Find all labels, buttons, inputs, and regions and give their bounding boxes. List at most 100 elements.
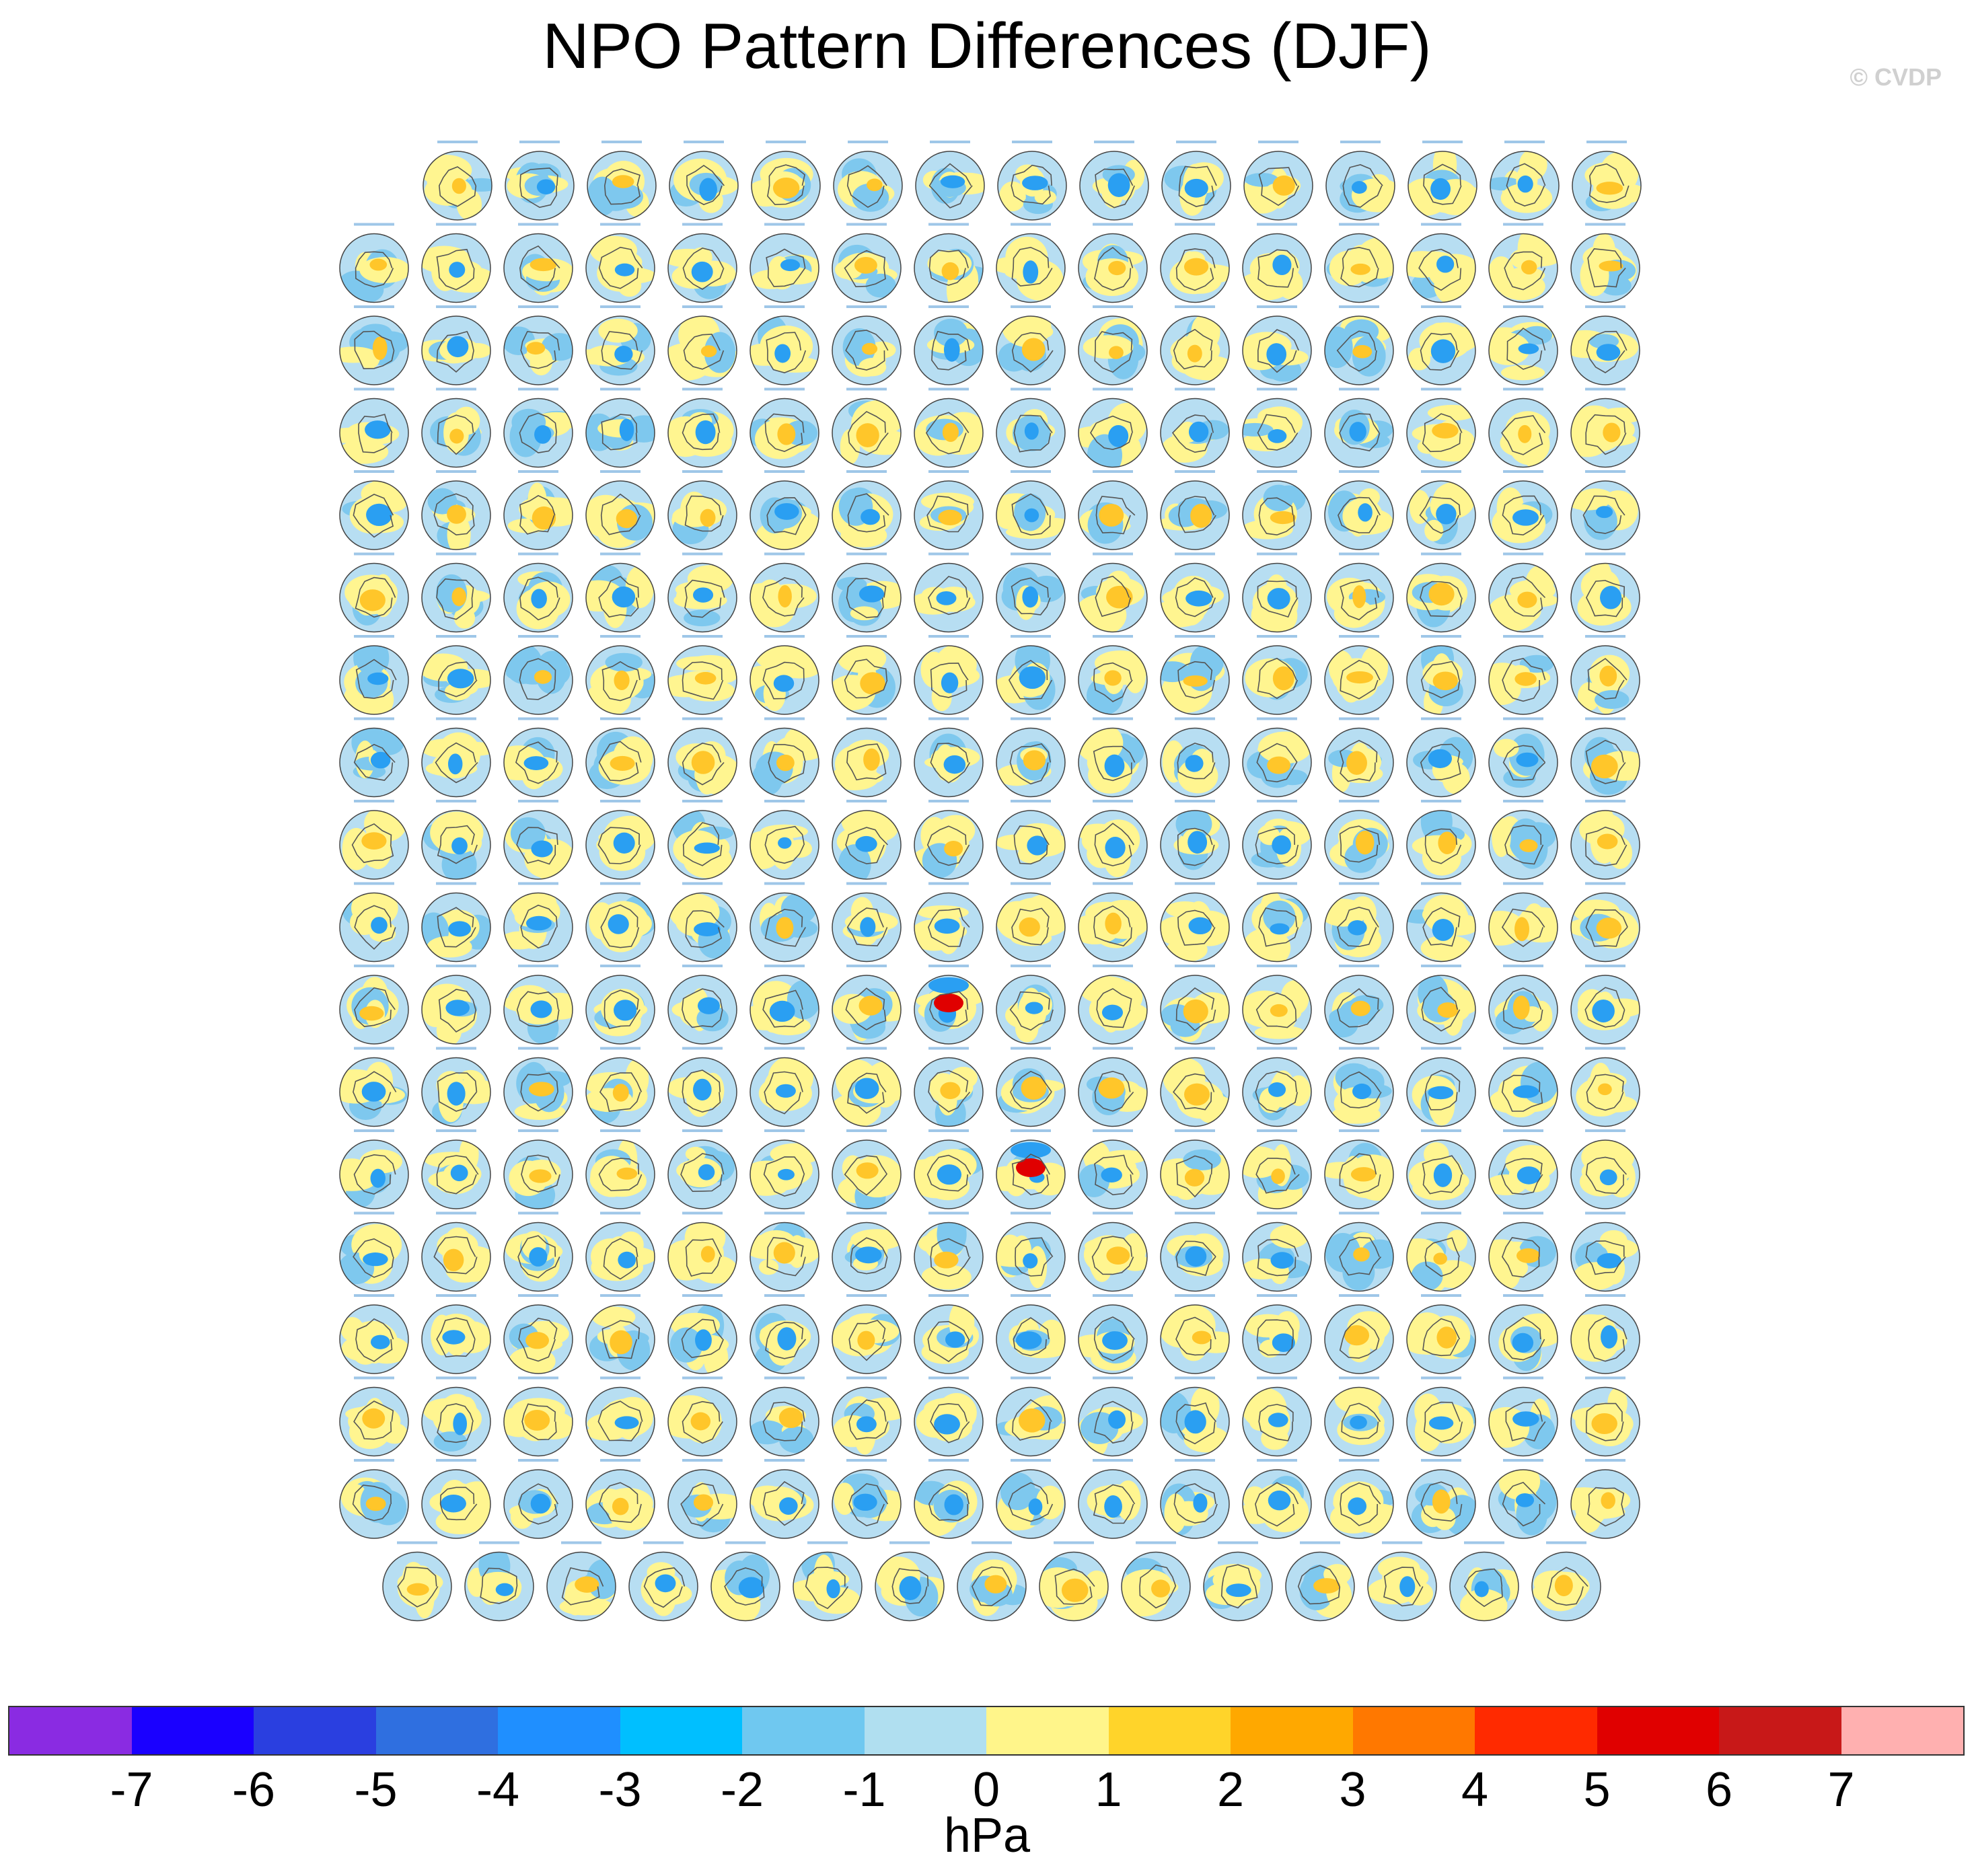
map-panel bbox=[546, 1541, 616, 1622]
map-panel bbox=[667, 552, 737, 633]
map-panel bbox=[793, 1541, 863, 1622]
map-panel bbox=[1531, 1541, 1601, 1622]
panel-subtitle bbox=[1585, 965, 1625, 967]
map-panel bbox=[1488, 387, 1558, 468]
map-panel bbox=[1406, 1129, 1476, 1209]
panel-subtitle bbox=[682, 1129, 723, 1132]
map-panel bbox=[1570, 305, 1640, 385]
map-panel bbox=[1039, 1541, 1109, 1622]
panel-subtitle bbox=[682, 305, 723, 308]
map-panel bbox=[503, 635, 573, 715]
panel-subtitle bbox=[846, 635, 887, 638]
colorbar-tick-label: 1 bbox=[1095, 1763, 1122, 1817]
panel-subtitle bbox=[436, 552, 476, 556]
chart-title: NPO Pattern Differences (DJF) bbox=[542, 10, 1432, 82]
panel-subtitle bbox=[846, 1376, 887, 1380]
panel-subtitle bbox=[1257, 1211, 1297, 1215]
panel-subtitle bbox=[682, 1047, 723, 1050]
panel-subtitle bbox=[1093, 470, 1133, 473]
panel-subtitle bbox=[518, 305, 558, 308]
map-panel bbox=[1324, 552, 1394, 633]
panel-subtitle bbox=[1011, 1129, 1051, 1132]
map-panel bbox=[339, 882, 409, 963]
map-panel bbox=[421, 717, 491, 798]
panel-subtitle bbox=[1503, 1459, 1543, 1462]
map-panel bbox=[339, 552, 409, 633]
colorbar-tick-label: -5 bbox=[354, 1763, 398, 1817]
map-panel bbox=[1242, 305, 1312, 385]
panel-subtitle bbox=[600, 1211, 641, 1215]
map-panel bbox=[996, 1129, 1066, 1209]
panel-subtitle bbox=[928, 882, 969, 885]
panel-subtitle bbox=[1503, 635, 1543, 638]
panel-subtitle bbox=[600, 223, 641, 226]
map-panel bbox=[1406, 552, 1476, 633]
map-panel bbox=[669, 141, 739, 221]
panel-subtitle bbox=[436, 387, 476, 391]
map-panel bbox=[667, 470, 737, 550]
panel-subtitle bbox=[684, 141, 724, 143]
map-panel bbox=[503, 717, 573, 798]
panel-subtitle bbox=[1093, 1294, 1133, 1297]
panel-subtitle bbox=[600, 1129, 641, 1132]
panel-subtitle bbox=[725, 1541, 766, 1544]
map-panel bbox=[1324, 717, 1394, 798]
panel-subtitle bbox=[1218, 1541, 1258, 1544]
map-panel bbox=[1078, 965, 1148, 1045]
panel-subtitle bbox=[682, 1294, 723, 1297]
panel-subtitle bbox=[1382, 1541, 1422, 1544]
map-panel bbox=[1570, 717, 1640, 798]
panel-subtitle bbox=[1093, 552, 1133, 556]
map-panel bbox=[421, 1211, 491, 1292]
map-panel bbox=[1406, 223, 1476, 303]
map-panel bbox=[1406, 1211, 1476, 1292]
map-panel bbox=[382, 1541, 452, 1622]
panel-subtitle bbox=[1175, 965, 1215, 967]
map-panel bbox=[1160, 1129, 1230, 1209]
map-panel bbox=[421, 800, 491, 880]
colorbar bbox=[8, 1706, 1965, 1756]
panel-subtitle bbox=[1503, 1294, 1543, 1297]
map-panel bbox=[1324, 800, 1394, 880]
map-panel bbox=[503, 1376, 573, 1457]
panel-subtitle bbox=[1421, 1047, 1461, 1050]
map-panel bbox=[421, 552, 491, 633]
map-panel bbox=[1488, 1129, 1558, 1209]
map-panel bbox=[914, 800, 984, 880]
panel-subtitle bbox=[1175, 882, 1215, 885]
map-panel bbox=[1488, 1294, 1558, 1374]
panel-subtitle bbox=[1011, 1211, 1051, 1215]
map-panel bbox=[503, 305, 573, 385]
map-panel bbox=[750, 800, 819, 880]
map-panel bbox=[667, 717, 737, 798]
panel-subtitle bbox=[928, 223, 969, 226]
colorbar-segment bbox=[742, 1707, 865, 1754]
panel-subtitle bbox=[1011, 965, 1051, 967]
map-panel bbox=[832, 1129, 902, 1209]
colorbar-tick-label: -4 bbox=[476, 1763, 520, 1817]
panel-subtitle bbox=[354, 717, 394, 720]
map-panel bbox=[1408, 141, 1477, 221]
map-panel bbox=[1570, 223, 1640, 303]
panel-subtitle bbox=[518, 717, 558, 720]
panel-subtitle bbox=[1504, 141, 1545, 143]
panel-subtitle bbox=[1257, 635, 1297, 638]
panel-subtitle bbox=[436, 1211, 476, 1215]
panel-subtitle bbox=[354, 1294, 394, 1297]
panel-subtitle bbox=[518, 1211, 558, 1215]
panel-subtitle bbox=[1257, 387, 1297, 391]
panel-subtitle bbox=[601, 141, 642, 143]
colorbar-segment bbox=[131, 1707, 254, 1754]
map-panel bbox=[832, 470, 902, 550]
colorbar-segment bbox=[864, 1707, 986, 1754]
panel-subtitle bbox=[1339, 1459, 1379, 1462]
panel-subtitle bbox=[1421, 305, 1461, 308]
map-panel bbox=[996, 1211, 1066, 1292]
panel-subtitle bbox=[1011, 717, 1051, 720]
map-panel bbox=[1160, 305, 1230, 385]
panel-subtitle bbox=[518, 1129, 558, 1132]
panel-subtitle bbox=[1011, 470, 1051, 473]
panel-subtitle bbox=[1585, 470, 1625, 473]
map-panel bbox=[996, 470, 1066, 550]
colorbar-tick-label: 3 bbox=[1339, 1763, 1366, 1817]
